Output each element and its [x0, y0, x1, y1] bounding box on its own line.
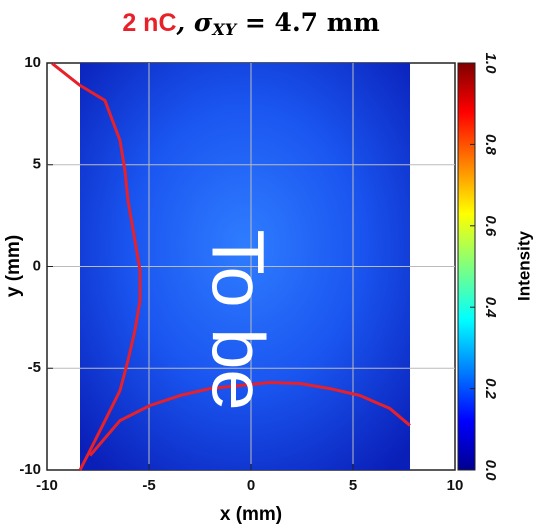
- x-tick-label: 5: [349, 477, 357, 494]
- y-tick-label: 5: [33, 156, 41, 173]
- colorbar: [457, 62, 476, 471]
- x-tick-label: -10: [36, 477, 58, 494]
- y-tick-label: -10: [19, 461, 41, 478]
- colorbar-tick-label: 0.4: [482, 297, 499, 319]
- chart-title: 2 nC, σXY = 4.7 mm: [122, 8, 379, 39]
- colorbar-tick-label: 0.2: [482, 378, 499, 400]
- y-tick-label: 0: [33, 257, 41, 274]
- title-highlight: 2 nC: [122, 9, 176, 37]
- x-tick-label: -5: [142, 477, 155, 494]
- colorbar-tick-label: 0.8: [482, 134, 499, 156]
- title-subscript: XY: [211, 20, 237, 39]
- colorbar-label: Intensity: [514, 231, 533, 301]
- profile-line: [51, 62, 142, 471]
- x-tick-label: 0: [247, 477, 255, 494]
- grid: [47, 63, 455, 470]
- x-axis-label: x (mm): [220, 504, 282, 525]
- y-tick-label: 10: [24, 54, 41, 71]
- colorbar-tick-label: 1.0: [482, 53, 499, 75]
- profiles: [51, 62, 411, 471]
- colorbar-tick-label: 0.0: [482, 460, 499, 482]
- y-tick-label: -5: [28, 359, 41, 376]
- profile-line: [88, 380, 411, 457]
- title-text: = 4.7 mm: [236, 8, 379, 37]
- colorbar-tick-label: 0.6: [482, 215, 499, 237]
- y-axis-label: y (mm): [3, 235, 24, 297]
- x-tick-label: 10: [447, 477, 464, 494]
- overlay-text: To be: [196, 229, 279, 410]
- title-text: , σ: [176, 8, 213, 37]
